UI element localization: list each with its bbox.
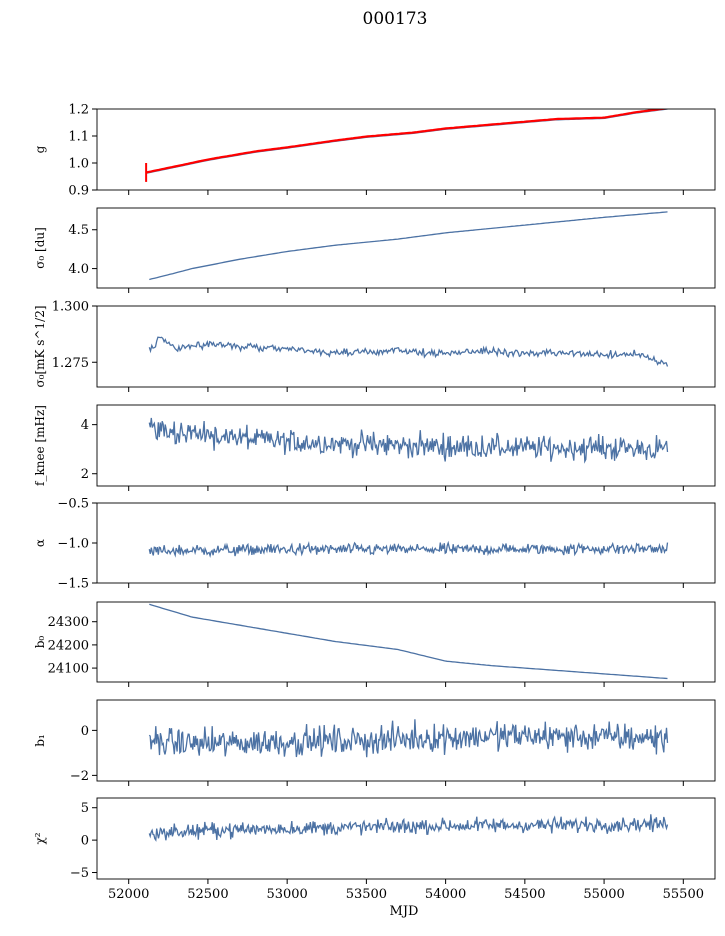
ytick-label-b1-0: −2 [70, 769, 89, 784]
series-line-g-1 [145, 109, 668, 174]
xtick-label-6: 55000 [583, 887, 624, 902]
y-axis-label-sigma0: σ₀ [du] [33, 227, 47, 269]
series-line-sigma0-white-0 [148, 336, 669, 367]
ytick-label-b0-2: 24300 [48, 615, 89, 630]
y-axis-label-sigma0-white: σ₀[mK s^1/2] [33, 305, 47, 387]
ytick-label-sigma0-1: 4.5 [68, 223, 89, 238]
ytick-label-g-0: 0.9 [68, 184, 89, 199]
ytick-label-b1-1: 0 [81, 724, 89, 739]
ytick-label-alpha-2: −0.5 [57, 497, 89, 512]
ytick-label-g-3: 1.2 [68, 103, 89, 118]
axes-frame-b0 [96, 601, 716, 683]
ytick-label-fknee-1: 4 [81, 418, 89, 433]
series-line-fknee-0 [148, 417, 669, 464]
panel-g: 0.9 1.0 1.1 1.2 g [33, 103, 716, 199]
xtick-label-7: 55500 [663, 887, 704, 902]
ytick-label-b0-0: 24100 [48, 662, 89, 677]
xtick-label-4: 54000 [425, 887, 466, 902]
series-line-alpha-0 [148, 540, 669, 558]
axes-frame-sigma0-white [96, 305, 716, 388]
figure-title: 000173 [363, 9, 428, 29]
ytick-label-alpha-1: −1.0 [57, 537, 89, 552]
xtick-label-2: 53000 [266, 887, 307, 902]
axes-frame-alpha [96, 502, 716, 584]
series-line-b1-0 [148, 719, 669, 758]
y-axis-label-chi2: χ² [33, 832, 47, 844]
ytick-label-sigma0-white-1: 1.300 [52, 300, 89, 315]
ytick-label-b0-1: 24200 [48, 638, 89, 653]
axes-frame-fknee [96, 404, 716, 487]
ytick-label-alpha-0: −1.5 [57, 577, 89, 592]
axes-frame-b1 [96, 699, 716, 782]
y-axis-label-b1: b₁ [33, 734, 47, 747]
y-axis-label-b0: b₀ [33, 636, 47, 649]
panel-chi2: −5 0 5 52000 52500 53000 53500 54000 54500 55000 5… [33, 797, 716, 919]
axes-frame-chi2 [96, 797, 716, 880]
y-axis-label-alpha: α [33, 539, 47, 547]
panel-b1: −2 0 b₁ [33, 699, 716, 786]
ytick-label-sigma0-white-0: 1.275 [52, 356, 89, 371]
series-line-sigma0-0 [149, 211, 668, 281]
xtick-label-5: 54500 [504, 887, 545, 902]
ytick-label-g-2: 1.1 [68, 130, 89, 145]
xtick-label-3: 53500 [346, 887, 387, 902]
panel-fknee: 2 4 f_knee [mHz] [33, 404, 716, 491]
y-axis-label-fknee: f_knee [mHz] [33, 405, 47, 486]
ytick-label-fknee-0: 2 [81, 467, 89, 482]
panel-alpha: −1.5 −1.0 −0.5 α [33, 497, 716, 592]
y-axis-label-g: g [33, 145, 47, 153]
xtick-label-1: 52500 [187, 887, 228, 902]
ytick-label-g-1: 1.0 [68, 157, 89, 172]
series-line-chi2-0 [148, 814, 669, 842]
xtick-label-0: 52000 [108, 887, 149, 902]
panel-sigma0: 4.0 4.5 σ₀ [du] [33, 207, 716, 293]
ytick-label-chi2-2: 5 [81, 801, 89, 816]
panel-sigma0-white: 1.275 1.300 σ₀[mK s^1/2] [33, 300, 716, 392]
x-axis-label: MJD [390, 904, 419, 919]
subplot-panels: 0.9 1.0 1.1 1.2 g 4.0 4.5 σ₀ [du] 1.275 1.300 σ₀[m… [33, 103, 716, 919]
axes-frame-sigma0 [96, 207, 716, 289]
ytick-label-chi2-1: 0 [81, 834, 89, 849]
axes-frame-g [96, 108, 716, 191]
ytick-label-sigma0-0: 4.0 [68, 262, 89, 277]
ytick-label-chi2-0: −5 [70, 866, 89, 881]
series-line-b0-0 [149, 603, 668, 680]
